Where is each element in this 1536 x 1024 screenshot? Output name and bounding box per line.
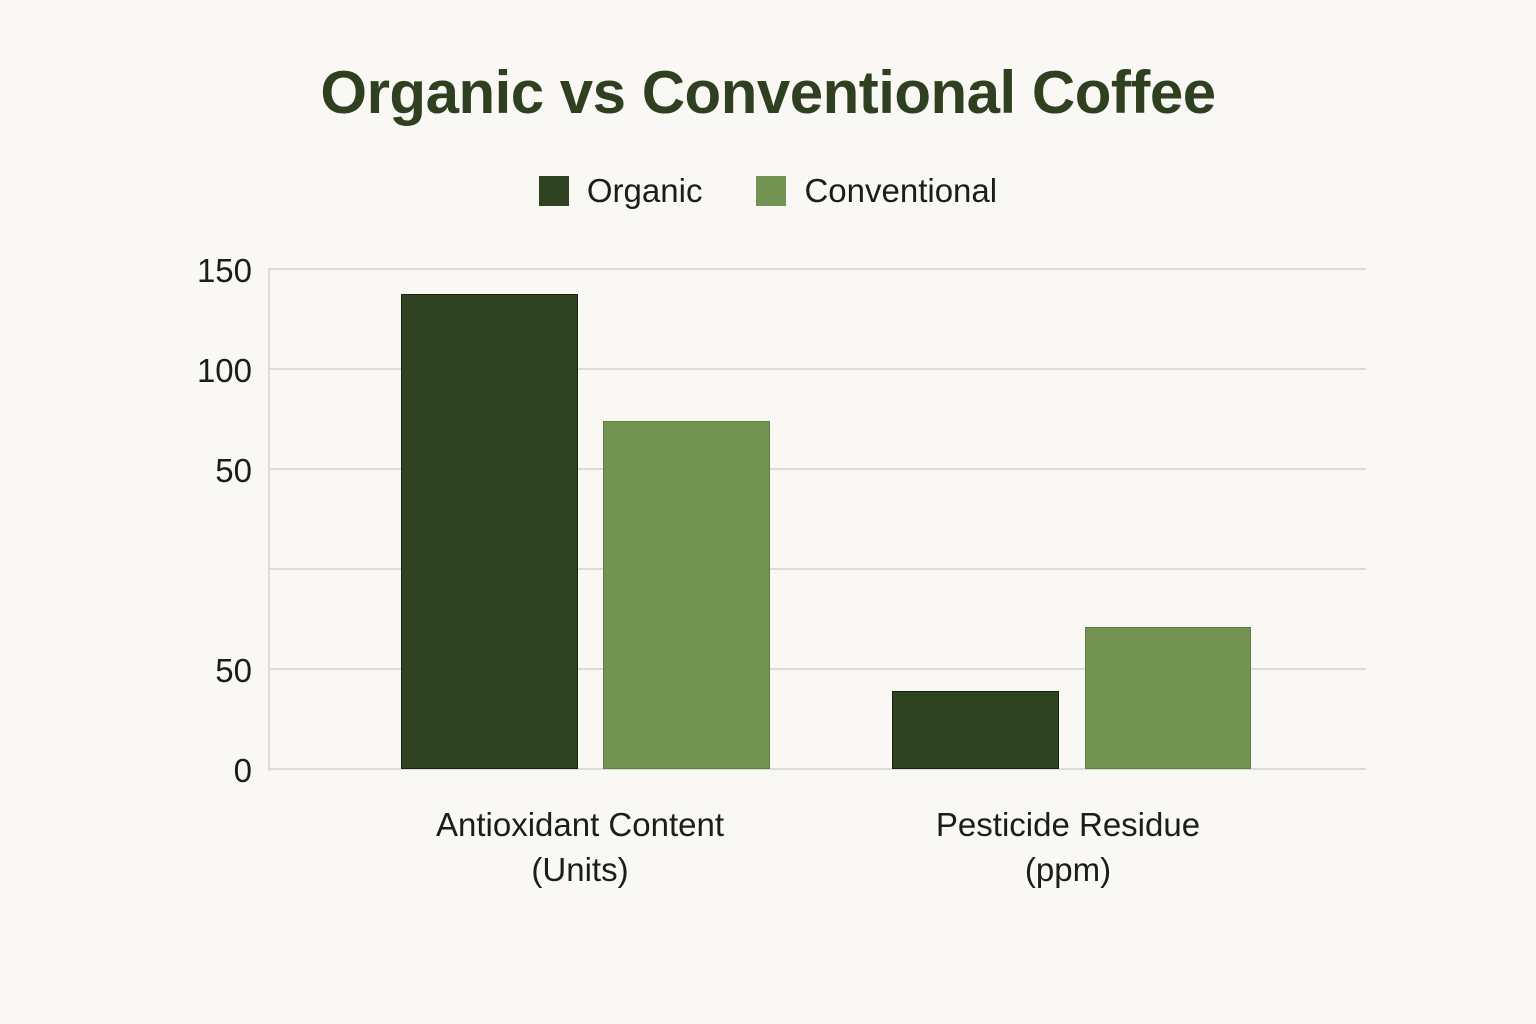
chart-title: Organic vs Conventional Coffee (320, 59, 1216, 126)
legend-swatch-conventional (756, 176, 787, 206)
bar-antioxidant-conventional (603, 421, 770, 769)
gridline-150 (270, 268, 1366, 270)
bar-antioxidant-organic (401, 294, 578, 769)
gridline-100 (270, 368, 1366, 370)
gridline-50-upper (270, 468, 1366, 470)
x-label-line2: (Units) (531, 851, 629, 888)
legend-label-conventional: Conventional (804, 172, 998, 209)
y-tick-label: 100 (196, 352, 252, 389)
gridline-50-lower (270, 668, 1366, 670)
bar-pesticide-organic (892, 691, 1059, 769)
gridline-mid (270, 568, 1366, 570)
gridline-0 (270, 768, 1366, 770)
y-tick-label: 50 (215, 652, 252, 689)
legend-item-organic: Organic (538, 172, 703, 210)
y-tick-label: 0 (233, 752, 252, 789)
legend: Organic Conventional (0, 172, 1536, 210)
x-label-line1: Pesticide Residue (935, 806, 1201, 843)
x-label-line1: Antioxidant Content (435, 806, 725, 843)
legend-label-organic: Organic (586, 172, 703, 209)
y-tick-label: 150 (196, 252, 252, 289)
x-label-pesticide: Pesticide Residue (ppm) (868, 802, 1268, 892)
x-label-antioxidant: Antioxidant Content (Units) (380, 802, 780, 892)
legend-item-conventional: Conventional (756, 172, 997, 210)
bar-pesticide-conventional (1085, 627, 1251, 769)
x-label-line2: (ppm) (1024, 851, 1112, 888)
y-axis-line (268, 268, 270, 771)
y-tick-label: 50 (215, 452, 252, 489)
legend-swatch-organic (538, 176, 569, 206)
